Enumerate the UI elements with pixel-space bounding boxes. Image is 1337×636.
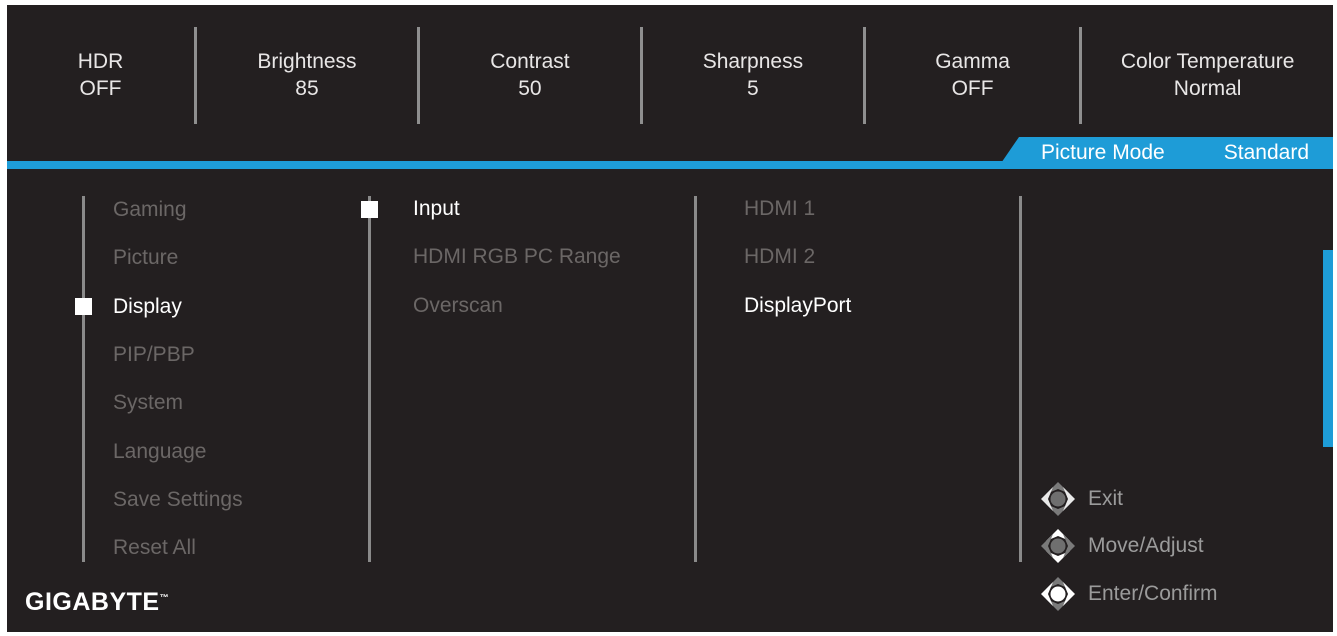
- menu-item-label: Reset All: [113, 536, 196, 560]
- menu-item-label: Overscan: [413, 293, 503, 317]
- submenu-selection-indicator: [361, 201, 378, 218]
- logo-text: GIGABYTE: [25, 588, 160, 616]
- osd-panel: HDR OFF Brightness 85 Contrast 50 Sharpn…: [7, 5, 1333, 632]
- stat-label: Color Temperature: [1120, 50, 1295, 73]
- option-displayport[interactable]: DisplayPort: [744, 282, 1004, 330]
- stat-label: Gamma: [935, 50, 1010, 73]
- logo-trademark: ™: [159, 592, 169, 603]
- top-status-bar: HDR OFF Brightness 85 Contrast 50 Sharpn…: [7, 5, 1333, 145]
- sidebar-item-picture[interactable]: Picture: [113, 234, 363, 282]
- divider: [1079, 26, 1083, 124]
- stat-brightness: Brightness 85: [197, 48, 417, 102]
- display-submenu: Input HDMI RGB PC Range Overscan: [413, 185, 683, 330]
- scrollbar-thumb[interactable]: [1323, 250, 1333, 447]
- sidebar-item-gaming[interactable]: Gaming: [113, 186, 363, 234]
- menu-item-label: HDMI 2: [744, 245, 816, 269]
- menu-item-label: Save Settings: [113, 487, 243, 511]
- menu-item-label: System: [113, 391, 184, 415]
- menu-item-label: HDMI RGB PC Range: [413, 245, 621, 269]
- joystick-up-down-icon: [1040, 528, 1076, 564]
- submenu-item-input[interactable]: Input: [413, 185, 683, 233]
- stat-label: Sharpness: [702, 50, 804, 73]
- divider: [193, 26, 197, 124]
- menu-item-label: Picture: [113, 246, 179, 270]
- hint-label: Exit: [1088, 486, 1124, 510]
- accent-line: [7, 161, 1333, 169]
- sidebar-selection-indicator: [75, 298, 92, 315]
- stat-value: Normal: [1173, 77, 1242, 100]
- joystick-left-right-icon: [1040, 481, 1076, 517]
- option-hdmi-1[interactable]: HDMI 1: [744, 185, 1004, 233]
- hint-label: Move/Adjust: [1088, 534, 1204, 558]
- options-left-rail: [694, 196, 697, 562]
- picture-mode-badge: Picture Mode Standard: [997, 137, 1333, 169]
- stat-value: 5: [747, 77, 759, 100]
- hint-label: Enter/Confirm: [1088, 581, 1218, 605]
- joystick-press-icon: [1040, 576, 1076, 612]
- option-hdmi-2[interactable]: HDMI 2: [744, 233, 1004, 281]
- stat-label: Brightness: [257, 50, 357, 73]
- menu-item-label: HDMI 1: [744, 197, 816, 221]
- stat-contrast: Contrast 50: [420, 48, 640, 102]
- options-right-rail: [1019, 196, 1022, 562]
- submenu-item-overscan[interactable]: Overscan: [413, 282, 683, 330]
- menu-item-label: Display: [113, 294, 182, 318]
- sidebar-item-display[interactable]: Display: [113, 283, 363, 331]
- stat-hdr: HDR OFF: [7, 48, 194, 102]
- hint-exit: Exit: [1040, 475, 1218, 523]
- hint-enter-confirm: Enter/Confirm: [1040, 570, 1218, 618]
- divider: [862, 26, 866, 124]
- sidebar-menu: Gaming Picture Display PIP/PBP System La…: [113, 186, 363, 572]
- stat-color-temperature: Color Temperature Normal: [1082, 48, 1333, 102]
- stat-label: HDR: [77, 50, 124, 73]
- sidebar-item-system[interactable]: System: [113, 379, 363, 427]
- control-hints: Exit Move/Adjust: [1040, 475, 1218, 618]
- divider: [416, 26, 420, 124]
- stat-gamma: Gamma OFF: [866, 48, 1079, 102]
- sidebar-item-language[interactable]: Language: [113, 427, 363, 475]
- stat-label: Contrast: [490, 50, 570, 73]
- menu-item-label: Gaming: [113, 198, 187, 222]
- sidebar-item-reset-all[interactable]: Reset All: [113, 524, 363, 572]
- menu-item-label: Input: [413, 197, 460, 221]
- menu-item-label: DisplayPort: [744, 293, 852, 317]
- stat-sharpness: Sharpness 5: [643, 48, 863, 102]
- menu-item-label: PIP/PBP: [113, 343, 195, 367]
- stat-value: 50: [518, 77, 542, 100]
- sidebar-item-pip-pbp[interactable]: PIP/PBP: [113, 331, 363, 379]
- stat-value: OFF: [79, 77, 122, 100]
- stat-value: OFF: [951, 77, 994, 100]
- stat-value: 85: [295, 77, 319, 100]
- submenu-item-hdmi-rgb-pc-range[interactable]: HDMI RGB PC Range: [413, 233, 683, 281]
- hint-move-adjust: Move/Adjust: [1040, 523, 1218, 571]
- picture-mode-value: Standard: [1223, 141, 1309, 164]
- picture-mode-label: Picture Mode: [1041, 141, 1165, 164]
- sidebar-item-save-settings[interactable]: Save Settings: [113, 476, 363, 524]
- gigabyte-logo: GIGABYTE™: [25, 588, 169, 617]
- menu-item-label: Language: [113, 439, 207, 463]
- sidebar-rail: [82, 196, 85, 562]
- input-options: HDMI 1 HDMI 2 DisplayPort: [744, 185, 1004, 330]
- divider: [639, 26, 643, 124]
- submenu-rail: [368, 196, 371, 562]
